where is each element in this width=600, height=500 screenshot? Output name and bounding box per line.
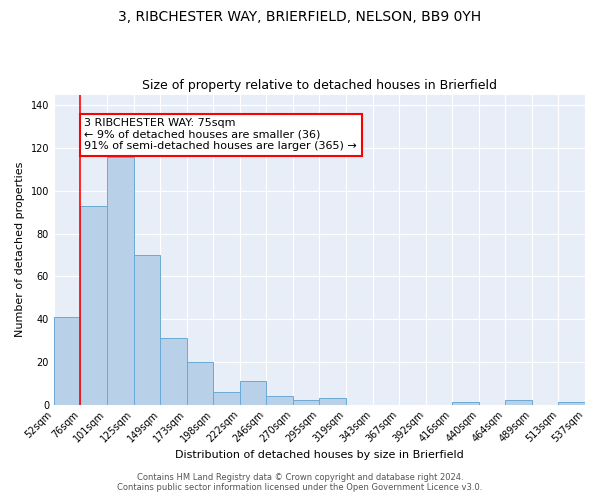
Bar (266, 396, 293, 404)
Bar (80, 206, 107, 404)
Text: Contains HM Land Registry data © Crown copyright and database right 2024.
Contai: Contains HM Land Registry data © Crown c… (118, 473, 482, 492)
Title: Size of property relative to detached houses in Brierfield: Size of property relative to detached ho… (142, 79, 497, 92)
Bar (134, 255, 160, 404)
Text: 3, RIBCHESTER WAY, BRIERFIELD, NELSON, BB9 0YH: 3, RIBCHESTER WAY, BRIERFIELD, NELSON, B… (118, 10, 482, 24)
Bar (293, 400, 319, 404)
Bar (240, 381, 266, 404)
Bar (452, 402, 479, 404)
Bar (559, 402, 585, 404)
X-axis label: Distribution of detached houses by size in Brierfield: Distribution of detached houses by size … (175, 450, 464, 460)
Bar (160, 338, 187, 404)
Bar (319, 398, 346, 404)
Bar (187, 362, 213, 405)
Text: 3 RIBCHESTER WAY: 75sqm
← 9% of detached houses are smaller (36)
91% of semi-det: 3 RIBCHESTER WAY: 75sqm ← 9% of detached… (85, 118, 357, 152)
Bar (54, 317, 80, 404)
Bar (107, 156, 134, 404)
Bar (505, 400, 532, 404)
Bar (213, 392, 240, 404)
Y-axis label: Number of detached properties: Number of detached properties (15, 162, 25, 338)
